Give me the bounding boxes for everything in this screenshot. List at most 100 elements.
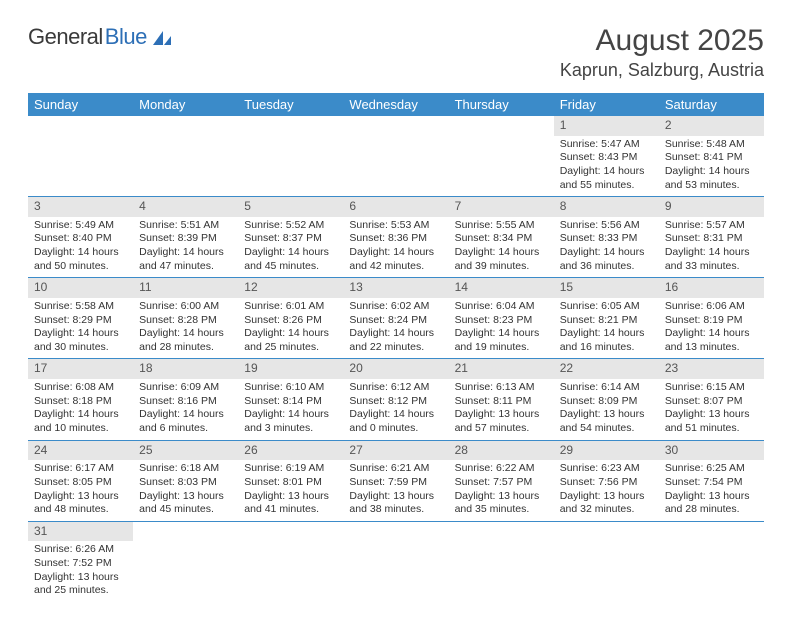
- sunrise-text: Sunrise: 5:52 AM: [244, 219, 337, 233]
- day-header: Tuesday: [238, 93, 343, 116]
- calendar-cell: 23Sunrise: 6:15 AMSunset: 8:07 PMDayligh…: [659, 359, 764, 440]
- sunset-text: Sunset: 8:33 PM: [560, 232, 653, 246]
- sunset-text: Sunset: 8:21 PM: [560, 314, 653, 328]
- day-number: 3: [28, 197, 133, 217]
- day-body: Sunrise: 5:47 AMSunset: 8:43 PMDaylight:…: [554, 136, 659, 197]
- day-body: Sunrise: 6:25 AMSunset: 7:54 PMDaylight:…: [659, 460, 764, 521]
- calendar-cell: 9Sunrise: 5:57 AMSunset: 8:31 PMDaylight…: [659, 197, 764, 278]
- day-header: Wednesday: [343, 93, 448, 116]
- day-number: 16: [659, 278, 764, 298]
- day-body: Sunrise: 6:18 AMSunset: 8:03 PMDaylight:…: [133, 460, 238, 521]
- day-number: 9: [659, 197, 764, 217]
- month-title: August 2025: [560, 24, 764, 58]
- calendar-cell: 4Sunrise: 5:51 AMSunset: 8:39 PMDaylight…: [133, 197, 238, 278]
- sunset-text: Sunset: 8:37 PM: [244, 232, 337, 246]
- calendar-cell: 29Sunrise: 6:23 AMSunset: 7:56 PMDayligh…: [554, 440, 659, 521]
- sunset-text: Sunset: 8:40 PM: [34, 232, 127, 246]
- day-body: Sunrise: 6:12 AMSunset: 8:12 PMDaylight:…: [343, 379, 448, 440]
- calendar-cell: 13Sunrise: 6:02 AMSunset: 8:24 PMDayligh…: [343, 278, 448, 359]
- day-number: 8: [554, 197, 659, 217]
- day-header: Monday: [133, 93, 238, 116]
- sunrise-text: Sunrise: 5:57 AM: [665, 219, 758, 233]
- sunset-text: Sunset: 8:07 PM: [665, 395, 758, 409]
- sunset-text: Sunset: 7:59 PM: [349, 476, 442, 490]
- sail-icon: [147, 24, 173, 50]
- daylight-text: Daylight: 13 hours and 32 minutes.: [560, 490, 653, 517]
- calendar-row: 17Sunrise: 6:08 AMSunset: 8:18 PMDayligh…: [28, 359, 764, 440]
- sunrise-text: Sunrise: 5:49 AM: [34, 219, 127, 233]
- daylight-text: Daylight: 14 hours and 28 minutes.: [139, 327, 232, 354]
- day-body: Sunrise: 5:57 AMSunset: 8:31 PMDaylight:…: [659, 217, 764, 278]
- daylight-text: Daylight: 14 hours and 53 minutes.: [665, 165, 758, 192]
- daylight-text: Daylight: 13 hours and 54 minutes.: [560, 408, 653, 435]
- sunrise-text: Sunrise: 5:47 AM: [560, 138, 653, 152]
- sunset-text: Sunset: 8:16 PM: [139, 395, 232, 409]
- day-body: Sunrise: 5:58 AMSunset: 8:29 PMDaylight:…: [28, 298, 133, 359]
- daylight-text: Daylight: 13 hours and 25 minutes.: [34, 571, 127, 598]
- sunrise-text: Sunrise: 6:25 AM: [665, 462, 758, 476]
- calendar-cell: [449, 521, 554, 602]
- daylight-text: Daylight: 14 hours and 10 minutes.: [34, 408, 127, 435]
- sunset-text: Sunset: 8:34 PM: [455, 232, 548, 246]
- sunset-text: Sunset: 8:03 PM: [139, 476, 232, 490]
- day-number: 6: [343, 197, 448, 217]
- daylight-text: Daylight: 13 hours and 35 minutes.: [455, 490, 548, 517]
- calendar-cell: 5Sunrise: 5:52 AMSunset: 8:37 PMDaylight…: [238, 197, 343, 278]
- daylight-text: Daylight: 13 hours and 38 minutes.: [349, 490, 442, 517]
- day-body: Sunrise: 6:22 AMSunset: 7:57 PMDaylight:…: [449, 460, 554, 521]
- daylight-text: Daylight: 13 hours and 51 minutes.: [665, 408, 758, 435]
- daylight-text: Daylight: 14 hours and 30 minutes.: [34, 327, 127, 354]
- calendar-table: Sunday Monday Tuesday Wednesday Thursday…: [28, 93, 764, 602]
- day-body: Sunrise: 5:48 AMSunset: 8:41 PMDaylight:…: [659, 136, 764, 197]
- logo: GeneralBlue: [28, 24, 173, 50]
- sunrise-text: Sunrise: 6:23 AM: [560, 462, 653, 476]
- sunset-text: Sunset: 8:19 PM: [665, 314, 758, 328]
- calendar-cell: [449, 116, 554, 197]
- calendar-cell: 2Sunrise: 5:48 AMSunset: 8:41 PMDaylight…: [659, 116, 764, 197]
- sunset-text: Sunset: 8:09 PM: [560, 395, 653, 409]
- sunrise-text: Sunrise: 6:12 AM: [349, 381, 442, 395]
- day-body: Sunrise: 5:49 AMSunset: 8:40 PMDaylight:…: [28, 217, 133, 278]
- day-body: Sunrise: 6:00 AMSunset: 8:28 PMDaylight:…: [133, 298, 238, 359]
- day-number: 26: [238, 441, 343, 461]
- day-body: Sunrise: 6:09 AMSunset: 8:16 PMDaylight:…: [133, 379, 238, 440]
- logo-word1: General: [28, 24, 103, 50]
- day-number: 4: [133, 197, 238, 217]
- sunrise-text: Sunrise: 5:51 AM: [139, 219, 232, 233]
- day-header: Saturday: [659, 93, 764, 116]
- sunrise-text: Sunrise: 6:06 AM: [665, 300, 758, 314]
- sunrise-text: Sunrise: 5:58 AM: [34, 300, 127, 314]
- day-body: Sunrise: 6:06 AMSunset: 8:19 PMDaylight:…: [659, 298, 764, 359]
- day-body: Sunrise: 6:17 AMSunset: 8:05 PMDaylight:…: [28, 460, 133, 521]
- day-body: Sunrise: 6:14 AMSunset: 8:09 PMDaylight:…: [554, 379, 659, 440]
- daylight-text: Daylight: 14 hours and 6 minutes.: [139, 408, 232, 435]
- sunrise-text: Sunrise: 5:56 AM: [560, 219, 653, 233]
- day-body: Sunrise: 5:53 AMSunset: 8:36 PMDaylight:…: [343, 217, 448, 278]
- daylight-text: Daylight: 14 hours and 22 minutes.: [349, 327, 442, 354]
- calendar-cell: 11Sunrise: 6:00 AMSunset: 8:28 PMDayligh…: [133, 278, 238, 359]
- sunrise-text: Sunrise: 6:10 AM: [244, 381, 337, 395]
- sunset-text: Sunset: 7:57 PM: [455, 476, 548, 490]
- calendar-cell: 27Sunrise: 6:21 AMSunset: 7:59 PMDayligh…: [343, 440, 448, 521]
- calendar-cell: 19Sunrise: 6:10 AMSunset: 8:14 PMDayligh…: [238, 359, 343, 440]
- sunset-text: Sunset: 8:26 PM: [244, 314, 337, 328]
- calendar-cell: 21Sunrise: 6:13 AMSunset: 8:11 PMDayligh…: [449, 359, 554, 440]
- calendar-cell: [238, 116, 343, 197]
- day-header-row: Sunday Monday Tuesday Wednesday Thursday…: [28, 93, 764, 116]
- sunrise-text: Sunrise: 6:19 AM: [244, 462, 337, 476]
- calendar-cell: 16Sunrise: 6:06 AMSunset: 8:19 PMDayligh…: [659, 278, 764, 359]
- day-number: 13: [343, 278, 448, 298]
- calendar-cell: 31Sunrise: 6:26 AMSunset: 7:52 PMDayligh…: [28, 521, 133, 602]
- day-body: Sunrise: 6:08 AMSunset: 8:18 PMDaylight:…: [28, 379, 133, 440]
- sunrise-text: Sunrise: 6:22 AM: [455, 462, 548, 476]
- calendar-cell: 10Sunrise: 5:58 AMSunset: 8:29 PMDayligh…: [28, 278, 133, 359]
- sunset-text: Sunset: 8:12 PM: [349, 395, 442, 409]
- location: Kaprun, Salzburg, Austria: [560, 60, 764, 81]
- day-number: 21: [449, 359, 554, 379]
- day-number: 23: [659, 359, 764, 379]
- sunset-text: Sunset: 8:31 PM: [665, 232, 758, 246]
- daylight-text: Daylight: 14 hours and 39 minutes.: [455, 246, 548, 273]
- sunset-text: Sunset: 8:24 PM: [349, 314, 442, 328]
- calendar-cell: 20Sunrise: 6:12 AMSunset: 8:12 PMDayligh…: [343, 359, 448, 440]
- day-number: 17: [28, 359, 133, 379]
